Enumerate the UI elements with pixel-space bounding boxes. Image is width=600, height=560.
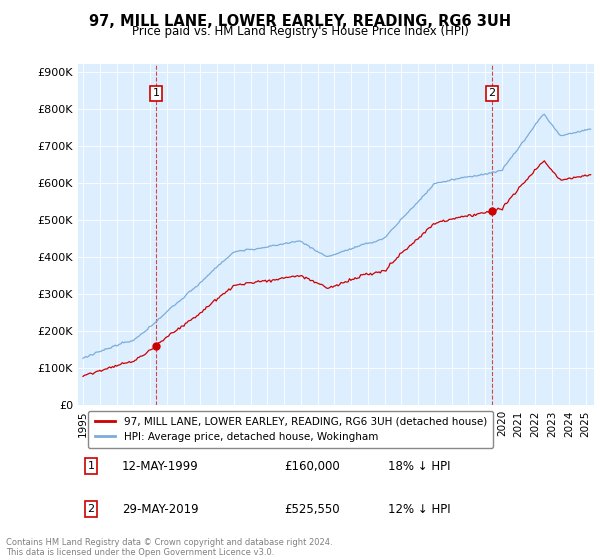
Text: £160,000: £160,000 (284, 460, 340, 473)
Text: 29-MAY-2019: 29-MAY-2019 (122, 503, 199, 516)
Text: 1: 1 (152, 88, 160, 99)
Text: Price paid vs. HM Land Registry's House Price Index (HPI): Price paid vs. HM Land Registry's House … (131, 25, 469, 38)
Text: 2: 2 (88, 504, 94, 514)
Text: 97, MILL LANE, LOWER EARLEY, READING, RG6 3UH: 97, MILL LANE, LOWER EARLEY, READING, RG… (89, 14, 511, 29)
Legend: 97, MILL LANE, LOWER EARLEY, READING, RG6 3UH (detached house), HPI: Average pri: 97, MILL LANE, LOWER EARLEY, READING, RG… (88, 410, 493, 448)
Text: 12-MAY-1999: 12-MAY-1999 (122, 460, 199, 473)
Text: £525,550: £525,550 (284, 503, 340, 516)
Text: 12% ↓ HPI: 12% ↓ HPI (388, 503, 450, 516)
Text: 18% ↓ HPI: 18% ↓ HPI (388, 460, 450, 473)
Text: 2: 2 (488, 88, 496, 99)
Text: 1: 1 (88, 461, 94, 471)
Text: Contains HM Land Registry data © Crown copyright and database right 2024.
This d: Contains HM Land Registry data © Crown c… (6, 538, 332, 557)
